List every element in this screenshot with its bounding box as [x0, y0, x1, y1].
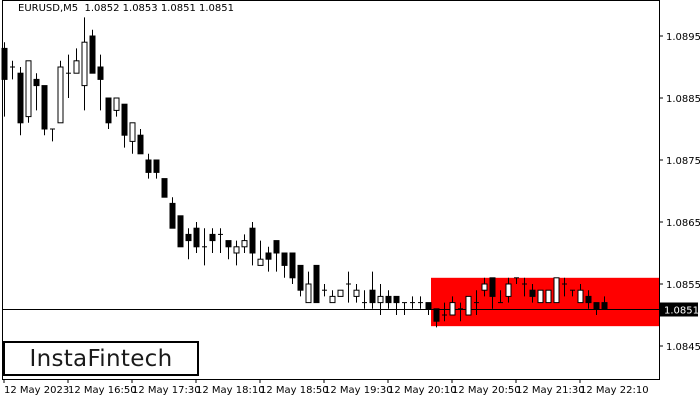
candle-bear: [593, 302, 600, 310]
candle-bear: [369, 289, 376, 304]
candle-bear: [177, 215, 184, 248]
y-tick-label: 1.0855: [666, 280, 700, 291]
candle-bear: [41, 85, 48, 130]
y-tick-label: 1.0875: [666, 156, 700, 167]
candle-bull: [481, 283, 488, 291]
candle-bull: [377, 295, 384, 304]
candle-bear: [585, 295, 592, 304]
candle-bear: [17, 72, 24, 124]
candle-bull: [577, 289, 584, 304]
candle-bull: [73, 60, 80, 74]
candle-bull: [505, 283, 512, 297]
x-tick-label: 12 May 22:10: [580, 385, 649, 396]
candle-bear: [289, 252, 296, 279]
candle-bear: [489, 277, 496, 297]
candle-bear: [161, 178, 168, 198]
x-tick-label: 12 May 2023: [4, 385, 69, 396]
candle-bear: [297, 264, 304, 291]
x-tick-label: 12 May 17:30: [132, 385, 201, 396]
y-tick-label: 1.0885: [666, 94, 700, 105]
chart-title: EURUSD,M5 1.0852 1.0853 1.0851 1.0851: [18, 3, 234, 14]
symbol-label: EURUSD,M5: [18, 3, 79, 14]
candle-bear: [249, 227, 256, 254]
candle-bear: [425, 302, 432, 310]
candle-bear: [281, 252, 288, 266]
candle-bear: [33, 78, 40, 87]
candle-bear: [433, 308, 440, 322]
x-tick-label: 12 May 21:30: [516, 385, 585, 396]
candle-bull: [329, 295, 336, 304]
candle-bull: [465, 295, 472, 316]
candle-bear: [601, 302, 608, 310]
candle-bull: [129, 122, 136, 142]
candle-bull: [353, 289, 360, 297]
candle-bear: [193, 227, 200, 248]
x-tick-label: 12 May 19:30: [324, 385, 393, 396]
pattern-zone-rectangle: [431, 277, 659, 327]
candle-bull: [545, 289, 552, 304]
candle-bull: [337, 289, 344, 297]
candle-bull: [553, 277, 560, 304]
candle-bear: [313, 264, 320, 304]
candle-bull: [113, 97, 120, 111]
candle-bear: [265, 252, 272, 260]
candle-bear: [89, 35, 96, 74]
candle-bear: [529, 289, 536, 297]
candle-bear: [121, 103, 128, 136]
current-price-label-bg: [660, 302, 698, 317]
candle-bull: [25, 60, 32, 118]
candle-bull: [241, 240, 248, 248]
candle-bull: [57, 66, 64, 124]
candle-bear: [225, 240, 232, 248]
x-tick-label: 12 May 18:50: [260, 385, 329, 396]
x-tick-label: 12 May 18:10: [196, 385, 265, 396]
candle-bear: [209, 233, 216, 242]
instafintech-logo: InstaFintech: [3, 341, 199, 376]
x-tick-label: 12 May 20:10: [388, 385, 457, 396]
candle-bear: [185, 233, 192, 242]
candle-bear: [393, 295, 400, 304]
candle-bear: [145, 159, 152, 173]
candle-bear: [97, 66, 104, 80]
x-tick-label: 12 May 20:50: [452, 385, 521, 396]
candle-bear: [105, 97, 112, 124]
candle-bull: [449, 302, 456, 316]
y-tick-label: 1.0865: [666, 218, 700, 229]
candle-bear: [153, 159, 160, 173]
x-tick-label: 12 May 16:50: [68, 385, 137, 396]
candle-bear: [137, 134, 144, 155]
candle-bear: [169, 202, 176, 229]
candle-bull: [257, 258, 264, 266]
candle-bear: [385, 295, 392, 304]
candle-bear: [1, 47, 8, 80]
ohlc-values: 1.0852 1.0853 1.0851 1.0851: [84, 3, 234, 14]
current-price-label: 1.0851: [664, 306, 699, 317]
y-tick-label: 1.0845: [666, 342, 700, 353]
candle-bull: [305, 283, 312, 304]
candle-bear: [273, 240, 280, 254]
candle-bull: [537, 289, 544, 304]
candle-bull: [233, 246, 240, 254]
y-tick-label: 1.0895: [666, 32, 700, 43]
candle-bull: [81, 41, 88, 87]
